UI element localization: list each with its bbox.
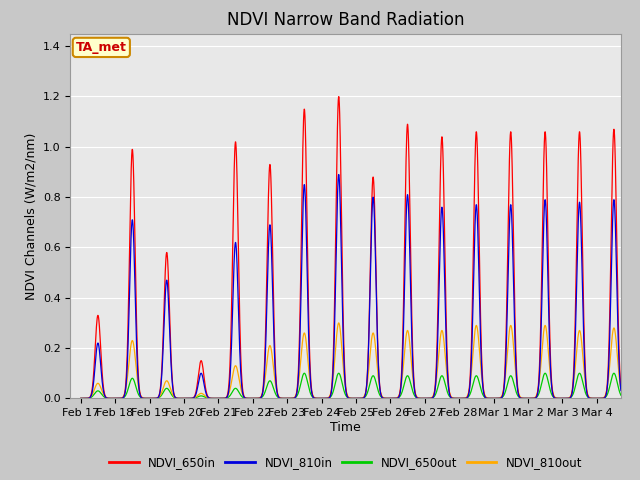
NDVI_650in	[190, 395, 198, 400]
NDVI_650in	[427, 396, 435, 401]
NDVI_650in	[621, 396, 629, 401]
NDVI_650out	[190, 396, 198, 401]
NDVI_810in	[627, 396, 635, 401]
Title: NDVI Narrow Band Radiation: NDVI Narrow Band Radiation	[227, 11, 465, 29]
NDVI_810out	[190, 395, 198, 401]
Line: NDVI_650in: NDVI_650in	[81, 96, 631, 398]
NDVI_650out	[621, 396, 629, 401]
X-axis label: Time: Time	[330, 421, 361, 434]
NDVI_810in	[427, 396, 435, 401]
NDVI_650in	[476, 240, 483, 245]
Line: NDVI_810out: NDVI_810out	[81, 323, 631, 398]
NDVI_810out	[543, 336, 551, 341]
Line: NDVI_650out: NDVI_650out	[81, 373, 631, 398]
NDVI_810out	[476, 344, 483, 349]
NDVI_810in	[511, 311, 518, 317]
NDVI_650in	[180, 396, 188, 401]
NDVI_650out	[427, 396, 435, 401]
NDVI_650out	[627, 396, 635, 401]
NDVI_650in	[77, 396, 84, 401]
NDVI_810in	[190, 395, 198, 401]
NDVI_810out	[335, 320, 342, 326]
NDVI_810in	[476, 282, 483, 288]
NDVI_650in	[511, 279, 518, 285]
NDVI_810in	[543, 250, 551, 255]
NDVI_650out	[543, 375, 551, 381]
NDVI_810in	[180, 396, 188, 401]
NDVI_810in	[77, 396, 84, 401]
NDVI_650out	[77, 396, 84, 401]
Text: TA_met: TA_met	[76, 41, 127, 54]
Legend: NDVI_650in, NDVI_810in, NDVI_650out, NDVI_810out: NDVI_650in, NDVI_810in, NDVI_650out, NDV…	[104, 452, 587, 474]
NDVI_650in	[335, 94, 342, 99]
NDVI_810out	[180, 396, 188, 401]
NDVI_650in	[543, 200, 551, 205]
NDVI_650out	[476, 380, 483, 385]
NDVI_810in	[621, 396, 629, 401]
NDVI_650out	[180, 396, 188, 401]
NDVI_810in	[335, 172, 342, 178]
NDVI_650in	[627, 396, 635, 401]
NDVI_810out	[627, 396, 635, 401]
NDVI_810out	[427, 395, 435, 401]
NDVI_810out	[621, 395, 629, 401]
NDVI_650out	[300, 371, 308, 376]
NDVI_810out	[77, 396, 84, 401]
NDVI_650out	[511, 382, 518, 388]
Line: NDVI_810in: NDVI_810in	[81, 175, 631, 398]
NDVI_810out	[511, 353, 518, 359]
Y-axis label: NDVI Channels (W/m2/nm): NDVI Channels (W/m2/nm)	[24, 132, 37, 300]
